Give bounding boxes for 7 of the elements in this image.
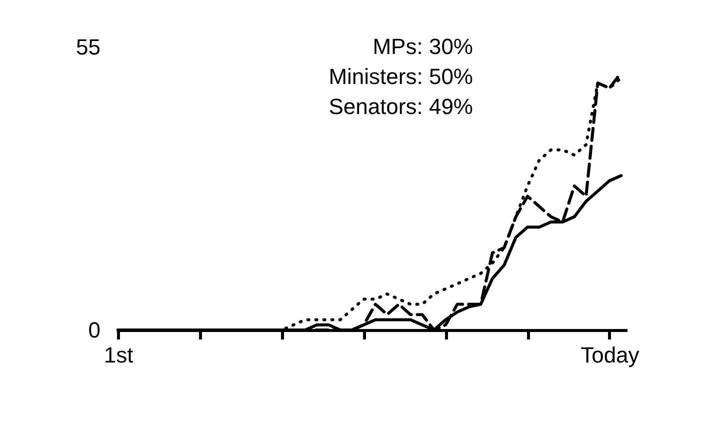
y-tick-label: 0: [88, 318, 100, 342]
annotation: Senators: 49%: [328, 94, 473, 119]
y-tick-label: 55: [76, 34, 100, 60]
x-tick-label: 1st: [104, 342, 134, 368]
x-tick-label: Today: [580, 342, 640, 368]
annotation: MPs: 30%: [372, 34, 473, 59]
annotation: Ministers: 50%: [328, 64, 473, 89]
